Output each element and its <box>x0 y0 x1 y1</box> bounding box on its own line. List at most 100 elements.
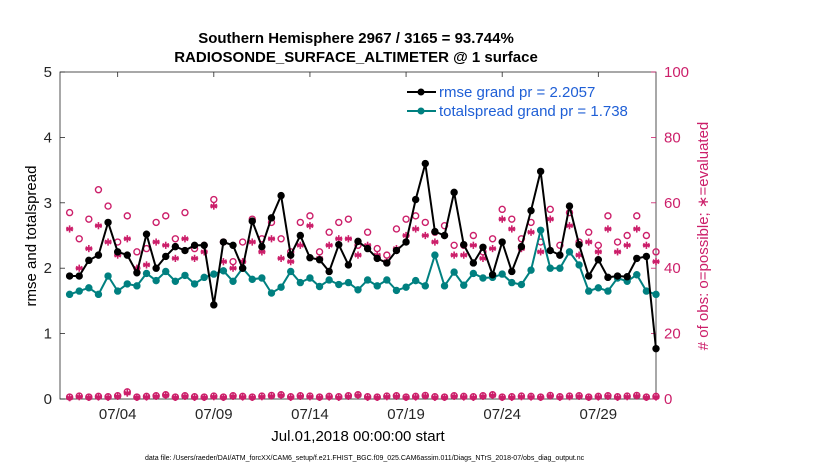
chart-title: Southern Hemisphere 2967 / 3165 = 93.744… <box>198 30 514 47</box>
obs-evaluated-baseline-marker <box>239 393 247 401</box>
totalspread-point <box>469 269 478 278</box>
obs-evaluated-marker <box>344 235 352 243</box>
rmse-point <box>421 159 429 168</box>
rmse-point <box>363 244 372 253</box>
rmse-point <box>392 246 401 255</box>
totalspread-point <box>556 264 564 272</box>
rmse-point <box>248 217 256 225</box>
rmse-point <box>171 242 180 251</box>
totalspread-point <box>594 284 603 292</box>
obs-evaluated-baseline-marker <box>315 393 324 401</box>
obs-evaluated-baseline-marker <box>527 393 535 401</box>
obs-evaluated-marker <box>296 241 304 249</box>
obs-evaluated-baseline-marker <box>171 393 179 401</box>
obs-evaluated-baseline-marker <box>508 393 516 401</box>
obs-evaluated-marker <box>421 231 429 240</box>
totalspread-point <box>373 282 381 290</box>
obs-possible-marker <box>210 195 218 204</box>
rmse-point <box>604 273 612 282</box>
obs-evaluated-marker <box>498 215 506 223</box>
rmse-point <box>267 214 276 222</box>
rmse-point <box>450 188 458 197</box>
obs-evaluated-marker <box>277 254 285 262</box>
rmse-point <box>104 218 112 227</box>
rmse-point <box>65 272 74 280</box>
rmse-point <box>517 242 526 251</box>
obs-possible-marker <box>411 212 420 220</box>
rmse-point <box>315 255 324 264</box>
obs-evaluated-marker <box>229 264 237 272</box>
x-tick-label: 07/14 <box>291 406 329 423</box>
obs-evaluated-marker <box>354 251 362 259</box>
rmse-point <box>85 256 93 265</box>
obs-possible-marker <box>402 215 410 223</box>
totalspread-point <box>200 273 208 282</box>
obs-evaluated-marker <box>306 222 314 230</box>
obs-evaluated-baseline-marker <box>85 393 93 401</box>
rmse-point <box>431 227 439 236</box>
obs-possible-marker <box>181 208 189 217</box>
obs-evaluated-baseline-marker <box>517 393 526 401</box>
obs-evaluated-baseline-marker <box>219 393 228 401</box>
totalspread-point <box>440 282 449 290</box>
obs-evaluated-baseline-marker <box>296 392 304 400</box>
totalspread-point <box>508 278 516 287</box>
obs-evaluated-baseline-marker <box>181 392 189 400</box>
rmse-point <box>488 271 497 279</box>
y-tick-label: 5 <box>44 64 52 81</box>
x-tick-label: 07/19 <box>387 406 425 423</box>
totalspread-point <box>652 290 660 299</box>
obs-evaluated-baseline-marker <box>594 393 602 401</box>
rmse-point <box>325 267 333 276</box>
rmse-point <box>287 251 295 259</box>
y2-tick-label: 20 <box>664 326 681 343</box>
y2-tick-label: 0 <box>664 391 672 408</box>
y-axis-right: 0 20 40 60 80 100 <box>651 64 689 408</box>
totalspread-point <box>113 287 122 295</box>
totalspread-point <box>171 277 180 285</box>
rmse-point <box>258 242 266 251</box>
rmse-point <box>652 344 660 353</box>
obs-evaluated-baseline-marker <box>123 389 131 397</box>
obs-possible-marker <box>152 218 160 227</box>
rmse-point <box>536 167 545 176</box>
y-tick-label: 3 <box>44 195 52 212</box>
x-tick-label: 07/29 <box>580 406 618 423</box>
obs-possible-marker <box>469 231 478 240</box>
obs-evaluated-marker <box>479 254 487 262</box>
obs-evaluated-marker <box>613 248 622 256</box>
totalspread-point <box>142 269 151 278</box>
obs-evaluated-baseline-marker <box>431 393 439 401</box>
totalspread-point <box>383 276 391 284</box>
obs-evaluated-marker <box>604 225 612 233</box>
obs-evaluated-marker <box>287 258 295 266</box>
obs-evaluated-marker <box>508 225 516 233</box>
rmse-point <box>383 259 391 267</box>
obs-evaluated-baseline-marker <box>258 393 266 401</box>
obs-possible-marker <box>508 215 516 223</box>
obs-evaluated-marker <box>325 241 333 249</box>
totalspread-point <box>229 277 237 285</box>
y2-tick-label: 40 <box>664 260 681 277</box>
obs-evaluated-baseline-marker <box>335 393 343 401</box>
obs-evaluated-baseline-marker <box>402 393 410 401</box>
obs-evaluated-baseline-marker <box>450 392 458 400</box>
rmse-point <box>469 259 478 267</box>
obs-possible-marker <box>633 212 641 220</box>
obs-possible-marker <box>94 186 103 194</box>
rmse-point <box>190 241 199 250</box>
obs-evaluated-baseline-marker <box>537 393 545 401</box>
obs-evaluated-marker <box>104 238 112 246</box>
obs-evaluated-baseline-marker <box>325 393 333 401</box>
obs-possible-marker <box>306 212 314 220</box>
obs-possible-marker <box>325 228 333 236</box>
rmse-point <box>75 272 83 280</box>
totalspread-point <box>325 276 333 284</box>
obs-evaluated-baseline-marker <box>133 393 141 401</box>
obs-evaluated-baseline-marker <box>200 393 208 401</box>
totalspread-point <box>162 267 170 276</box>
obs-possible-marker <box>162 212 170 220</box>
obs-evaluated-baseline-marker <box>142 393 151 401</box>
obs-evaluated-marker <box>210 202 218 210</box>
